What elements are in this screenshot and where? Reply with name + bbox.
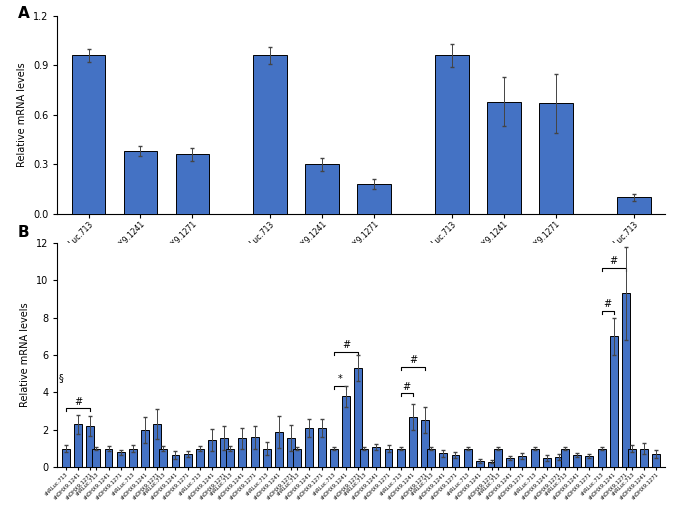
Bar (409, 417, 417, 467)
Bar (196, 449, 204, 467)
Bar (354, 368, 362, 467)
Bar (342, 396, 350, 467)
Bar (427, 449, 435, 467)
Text: §: § (59, 373, 63, 383)
Bar (421, 420, 429, 467)
Bar (141, 430, 149, 467)
Bar (452, 455, 460, 467)
Bar (226, 449, 234, 467)
Bar (86, 426, 95, 467)
Bar (250, 437, 259, 467)
Bar (561, 449, 569, 467)
Bar (622, 294, 630, 467)
Bar (640, 449, 648, 467)
Text: A: A (18, 6, 30, 21)
Bar (305, 164, 339, 214)
Bar (360, 449, 368, 467)
Bar (573, 455, 581, 467)
Bar (220, 438, 228, 467)
Bar (464, 449, 472, 467)
Bar (653, 454, 660, 467)
Bar (238, 438, 246, 467)
Bar (117, 452, 125, 467)
Text: #: # (603, 299, 612, 309)
Bar (373, 447, 380, 467)
Text: #: # (403, 382, 411, 392)
Text: INK4A⁻/⁻: INK4A⁻/⁻ (487, 323, 521, 332)
Bar (385, 449, 392, 467)
Bar (488, 461, 496, 467)
Y-axis label: Relative mRNA levels: Relative mRNA levels (18, 62, 28, 167)
Bar (539, 103, 572, 214)
Bar (153, 425, 161, 467)
Bar (435, 55, 469, 214)
Bar (263, 449, 271, 467)
Text: INK4A⁻/⁻: INK4A⁻/⁻ (124, 323, 157, 332)
Bar (176, 155, 209, 214)
Bar (275, 432, 283, 467)
Text: p53⁻/⁻: p53⁻/⁻ (310, 323, 335, 332)
Bar (72, 55, 105, 214)
Bar (159, 449, 167, 467)
Bar (357, 184, 391, 214)
Bar (124, 151, 157, 214)
Bar (506, 458, 514, 467)
Bar (318, 428, 325, 467)
Bar (628, 449, 636, 467)
Bar (610, 336, 618, 467)
Bar (397, 449, 404, 467)
Bar (74, 425, 82, 467)
Text: B: B (18, 225, 30, 240)
Text: #: # (610, 256, 618, 266)
Bar (518, 456, 526, 467)
Bar (62, 449, 70, 467)
Text: p53: p53 (533, 369, 552, 378)
Text: *: * (338, 374, 342, 384)
Bar (287, 438, 295, 467)
Bar (494, 449, 502, 467)
Bar (293, 449, 301, 467)
Bar (597, 449, 605, 467)
Bar (543, 458, 551, 467)
Bar (330, 449, 338, 467)
Bar (305, 428, 313, 467)
Text: #: # (74, 397, 82, 407)
Text: #: # (409, 355, 417, 365)
Bar (253, 55, 287, 214)
Text: p53⁻/⁻: p53⁻/⁻ (621, 323, 647, 332)
Bar (531, 449, 539, 467)
Bar (555, 457, 563, 467)
Bar (487, 101, 521, 214)
Bar (476, 461, 484, 467)
Text: DHX9: DHX9 (217, 369, 245, 378)
Bar (184, 454, 192, 467)
Bar (105, 449, 113, 467)
Bar (439, 453, 448, 467)
Bar (617, 197, 651, 214)
Bar (92, 449, 101, 467)
Bar (129, 449, 137, 467)
Text: #: # (342, 341, 350, 351)
Bar (171, 455, 180, 467)
Bar (208, 440, 216, 467)
Y-axis label: Relative mRNA levels: Relative mRNA levels (20, 303, 30, 408)
Bar (585, 456, 593, 467)
